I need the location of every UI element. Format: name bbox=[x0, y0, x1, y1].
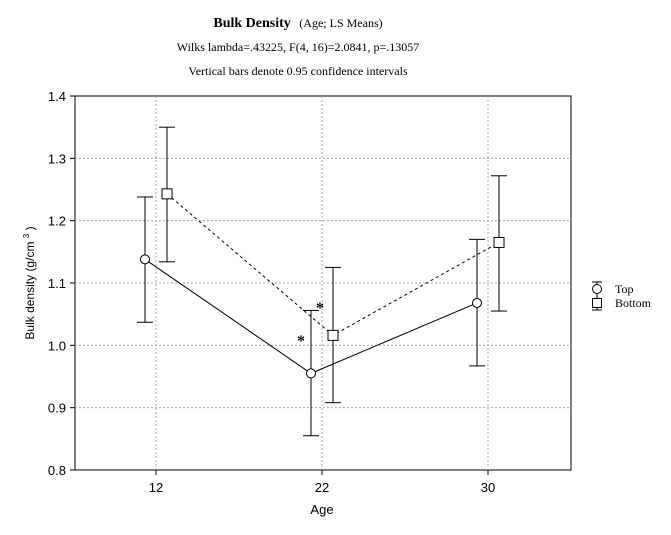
significance-asterisk: * bbox=[297, 333, 305, 350]
legend-item-bottom: Bottom bbox=[592, 296, 652, 311]
data-point-bottom bbox=[161, 188, 173, 200]
x-tick-label: 30 bbox=[481, 480, 495, 495]
data-point-bottom bbox=[327, 329, 339, 341]
x-axis-label: Age bbox=[310, 502, 333, 517]
y-axis-label-close: ) bbox=[23, 226, 37, 230]
data-point-bottom bbox=[493, 236, 505, 248]
data-point-top bbox=[472, 297, 482, 308]
y-axis-label-base: Bulk density (g/cm bbox=[23, 242, 37, 340]
y-tick-label: 0.9 bbox=[48, 401, 66, 416]
legend: Top Bottom bbox=[592, 281, 652, 311]
chart-title: Bulk Density bbox=[213, 16, 290, 31]
y-tick-label: 1.0 bbox=[48, 338, 66, 353]
axis-ticks: 0.8 0.9 1.0 1.1 1.2 1.3 1.4 12 22 30 bbox=[48, 89, 495, 495]
y-axis-label: Bulk density (g/cm 3 ) bbox=[18, 226, 37, 339]
y-tick-label: 1.4 bbox=[48, 89, 66, 104]
data-point-top bbox=[306, 368, 316, 379]
legend-item-top: Top bbox=[592, 281, 634, 296]
data-point-top bbox=[140, 254, 150, 265]
y-tick-label: 1.1 bbox=[48, 276, 66, 291]
y-tick-label: 0.8 bbox=[48, 463, 66, 478]
y-tick-label: 1.3 bbox=[48, 151, 66, 166]
legend-label-bottom: Bottom bbox=[615, 296, 652, 310]
chart-subtitle-2: Vertical bars denote 0.95 confidence int… bbox=[188, 64, 408, 78]
chart-subtitle-1: Wilks lambda=.43225, F(4, 16)=2.0841, p=… bbox=[177, 40, 419, 54]
significance-asterisk: * bbox=[316, 300, 324, 317]
legend-marker-square bbox=[592, 298, 602, 308]
grid-lines bbox=[75, 96, 571, 470]
legend-marker-circle bbox=[592, 284, 602, 294]
y-tick-label: 1.2 bbox=[48, 214, 66, 229]
x-tick-label: 22 bbox=[315, 480, 329, 495]
x-tick-label: 12 bbox=[149, 480, 163, 495]
y-axis-label-sup: 3 bbox=[22, 233, 31, 238]
legend-label-top: Top bbox=[615, 282, 634, 296]
series-layer: ** bbox=[137, 126, 507, 437]
chart-title-line: Bulk Density (Age; LS Means) bbox=[213, 16, 382, 31]
chart-title-suffix: (Age; LS Means) bbox=[299, 16, 382, 30]
